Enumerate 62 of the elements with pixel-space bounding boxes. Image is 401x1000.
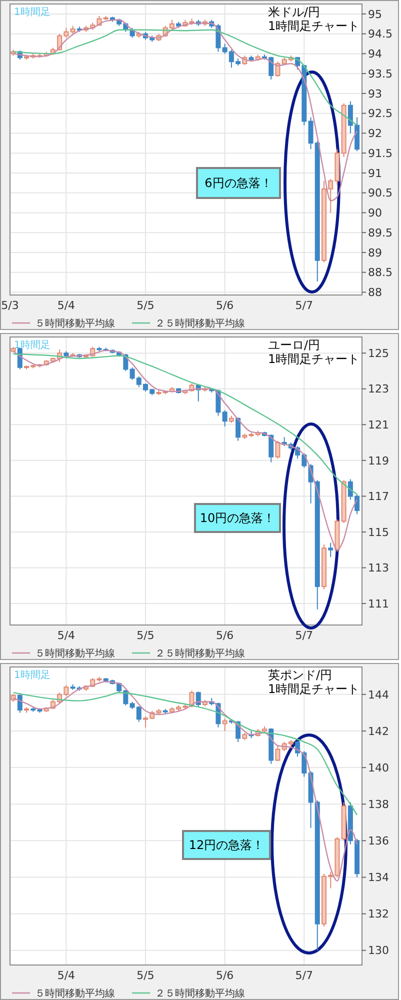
y-tick-label: 93.5 <box>368 67 392 80</box>
y-tick-label: 132 <box>368 908 389 921</box>
y-tick-label: 91 <box>368 166 382 180</box>
y-tick-label: 117 <box>368 490 389 504</box>
x-tick-label: 5/5 <box>136 629 154 642</box>
x-tick-label: 5/3 <box>1 299 19 312</box>
legend-label: ５時間移動平均線 <box>35 318 115 330</box>
y-tick-label: 93 <box>368 87 382 100</box>
legend-label: ２５時間移動平均線 <box>155 318 245 330</box>
y-tick-label: 121 <box>368 418 389 432</box>
y-tick-label: 91.5 <box>368 146 392 160</box>
x-tick-label: 5/7 <box>295 969 314 982</box>
x-tick-label: 5/6 <box>216 969 234 982</box>
y-tick-label: 123 <box>368 382 389 396</box>
y-tick-label: 94 <box>368 48 382 61</box>
y-tick-label: 138 <box>368 798 389 811</box>
x-tick-label: 5/7 <box>295 299 314 312</box>
annotation: 1時間足 <box>14 669 50 681</box>
chart-title: ユーロ/円 <box>268 338 320 352</box>
y-tick-label: 144 <box>368 688 389 702</box>
text: 1時間足チャート <box>268 19 360 33</box>
annotation: 6円の急落！ <box>204 176 272 190</box>
y-tick-label: 130 <box>368 944 389 958</box>
text: 1時間足チャート <box>268 352 360 366</box>
annotation: 1時間足 <box>14 6 50 18</box>
y-tick-label: 92.5 <box>368 107 392 120</box>
x-tick-label: 5/6 <box>216 299 234 312</box>
y-tick-label: 115 <box>368 526 389 539</box>
y-tick-label: 88 <box>368 286 382 300</box>
y-tick-label: 94.5 <box>368 28 392 41</box>
legend-label: ２５時間移動平均線 <box>155 648 245 660</box>
y-tick-label: 95 <box>368 8 382 21</box>
x-tick-label: 5/5 <box>136 299 154 312</box>
y-tick-label: 134 <box>368 871 389 884</box>
x-tick-label: 5/6 <box>216 629 234 642</box>
y-tick-label: 90 <box>368 206 382 220</box>
annotation: 1時間足 <box>14 339 50 351</box>
y-tick-label: 140 <box>368 761 389 774</box>
chart-title: 米ドル/円 <box>268 5 320 19</box>
text: 1時間足チャート <box>268 682 360 696</box>
y-tick-label: 113 <box>368 562 389 575</box>
y-tick-label: 136 <box>368 834 389 848</box>
y-tick-label: 92 <box>368 127 382 140</box>
y-tick-label: 142 <box>368 724 389 738</box>
x-tick-label: 5/4 <box>57 299 76 312</box>
chart-title: 英ポンド/円 <box>268 668 332 682</box>
legend-label: ２５時間移動平均線 <box>155 988 245 1000</box>
x-tick-label: 5/7 <box>295 629 314 642</box>
y-tick-label: 111 <box>368 597 389 610</box>
annotation: 12円の急落！ <box>188 838 264 852</box>
annotation: 10円の急落！ <box>200 511 276 526</box>
y-tick-label: 125 <box>368 346 389 360</box>
y-tick-label: 89.5 <box>368 226 392 240</box>
x-tick-label: 5/4 <box>57 629 76 642</box>
x-tick-label: 5/4 <box>57 969 76 982</box>
y-tick-label: 88.5 <box>368 266 392 280</box>
y-tick-label: 119 <box>368 454 389 468</box>
y-tick-label: 89 <box>368 246 382 260</box>
x-tick-label: 5/5 <box>136 969 154 982</box>
legend-label: ５時間移動平均線 <box>35 648 115 660</box>
y-tick-label: 90.5 <box>368 186 392 200</box>
legend-label: ５時間移動平均線 <box>35 988 115 1000</box>
